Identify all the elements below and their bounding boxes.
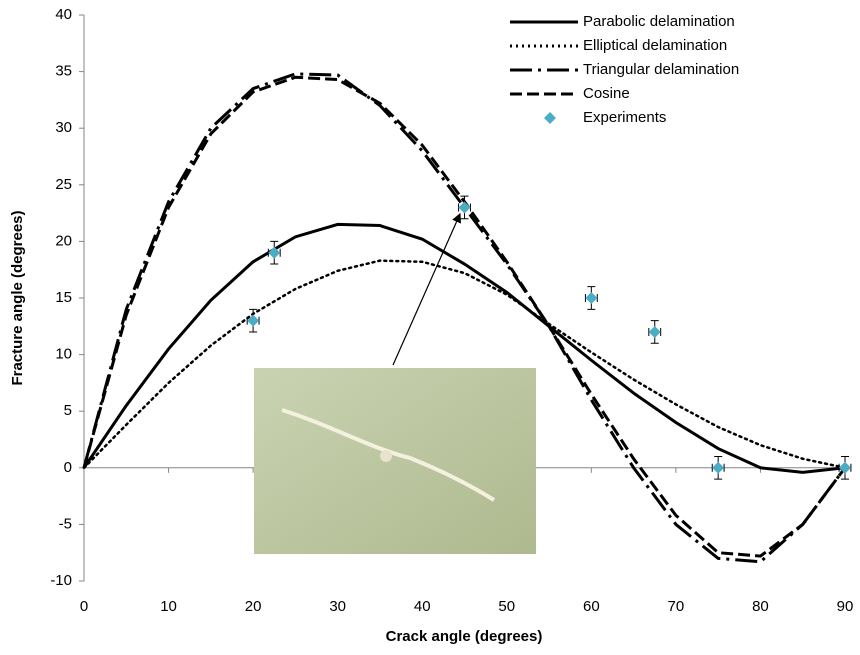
x-tick-label: 30	[329, 598, 346, 615]
y-tick-label: 0	[64, 459, 72, 476]
legend-label: Cosine	[583, 85, 630, 102]
legend-label: Triangular delamination	[583, 61, 739, 78]
marker	[458, 201, 471, 214]
marker	[712, 461, 725, 474]
y-tick-label: -10	[50, 572, 72, 589]
y-tick-label: 10	[55, 346, 72, 363]
crack	[281, 408, 496, 502]
photo	[254, 368, 536, 554]
marker	[648, 325, 661, 338]
hole	[380, 450, 392, 462]
marker	[268, 246, 281, 259]
x-tick-label: 50	[498, 598, 515, 615]
x-tick-label: 20	[245, 598, 262, 615]
y-tick-label: 30	[55, 119, 72, 136]
y-tick-label: -5	[59, 515, 72, 532]
legend-marker	[544, 112, 556, 124]
x-tick-label: 0	[80, 598, 88, 615]
x-tick-label: 40	[414, 598, 431, 615]
x-axis-title: Crack angle (degrees)	[386, 628, 543, 645]
y-tick-label: 25	[55, 176, 72, 193]
series-line	[82, 259, 847, 470]
arrow	[392, 212, 461, 366]
x-tick-label: 80	[752, 598, 769, 615]
marker	[585, 292, 598, 304]
x-tick-label: 90	[837, 598, 854, 615]
marker	[247, 314, 260, 327]
y-tick-label: 15	[55, 289, 72, 306]
y-tick-label: 35	[55, 63, 72, 80]
legend-label: Experiments	[583, 109, 666, 126]
y-tick-label: 40	[55, 6, 72, 23]
series-line	[82, 222, 846, 474]
x-tick-label: 60	[583, 598, 600, 615]
y-axis-title: Fracture angle (degrees)	[9, 210, 26, 385]
y-tick-label: 5	[64, 402, 72, 419]
y-tick-label: 20	[55, 232, 72, 249]
legend-label: Parabolic delamination	[583, 13, 735, 30]
inset-photo	[254, 212, 536, 554]
x-tick-label: 70	[668, 598, 685, 615]
x-tick-label: 10	[160, 598, 177, 615]
legend-label: Elliptical delamination	[583, 37, 727, 54]
marker	[839, 461, 851, 474]
